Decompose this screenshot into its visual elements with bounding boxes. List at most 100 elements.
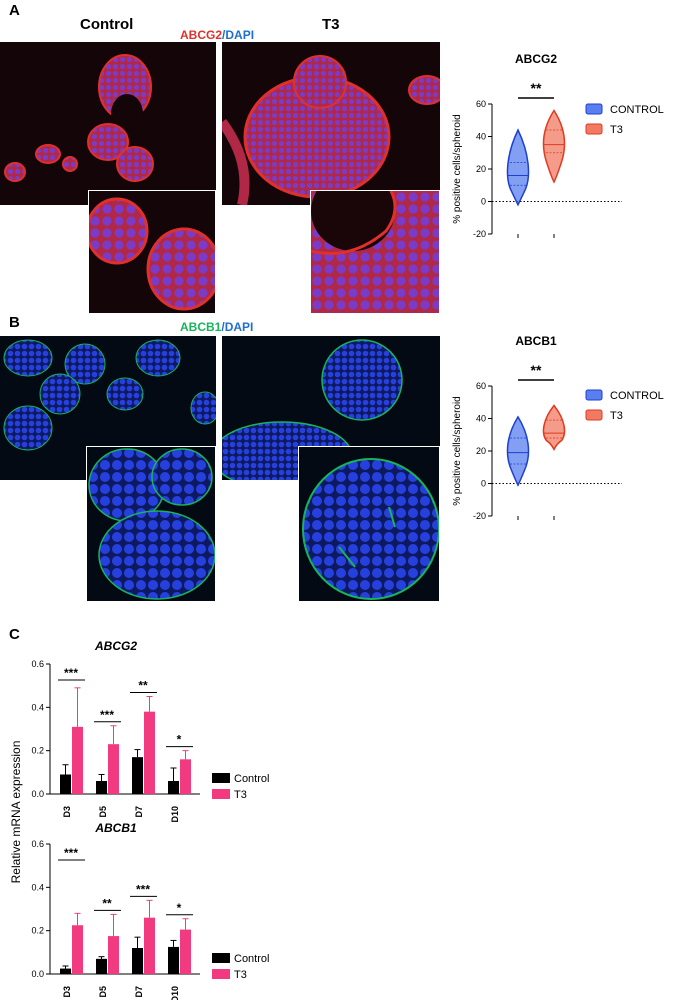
legend-swatch-t3 <box>212 789 230 799</box>
legend-swatch-t3 <box>585 123 603 135</box>
legend-label-control: Control <box>234 773 269 785</box>
violin-chart-abcg2: ABCG2 % positive cells/spheroid -20 0 20 40 6… <box>452 52 664 239</box>
legend-label-control: CONTROL <box>610 104 664 116</box>
legend-label-t3: T3 <box>610 124 623 136</box>
stain-separator: / <box>221 320 225 334</box>
y-tick-label: 0.4 <box>31 882 44 892</box>
bar-t3 <box>72 925 83 974</box>
y-tick-label: -20 <box>473 511 486 521</box>
bar-control <box>96 781 107 794</box>
bar-t3 <box>144 711 155 794</box>
x-tick-label: D3 <box>62 986 72 998</box>
column-title-control: Control <box>80 16 134 33</box>
violin-plot-area: % positive cells/spheroid -20 0 20 40 60 ** <box>452 362 622 521</box>
significance-stars: *** <box>64 846 78 860</box>
significance-stars: ** <box>138 679 148 693</box>
stain-marker-abcb1: ABCB1 <box>180 320 222 334</box>
bar-control <box>132 757 143 794</box>
micrograph-abcg2-t3 <box>222 42 440 205</box>
bar-control <box>60 968 71 974</box>
y-tick-label: 0.2 <box>31 746 44 756</box>
significance-stars: *** <box>136 882 150 896</box>
significance-stars: * <box>177 901 182 915</box>
x-tick-label: D7 <box>134 986 144 998</box>
significance-stars: ** <box>531 80 542 96</box>
y-tick-label: 20 <box>476 164 486 174</box>
bar-t3 <box>108 936 119 974</box>
y-axis-label: Relative mRNA expression <box>9 741 23 884</box>
y-axis-label: % positive cells/spheroid <box>452 396 463 506</box>
chart-title-abcb1: ABCB1 <box>94 821 137 835</box>
y-axis-label: % positive cells/spheroid <box>452 114 463 224</box>
stain-marker-abcg2: ABCG2 <box>180 28 223 42</box>
micrograph-abcb1-t3-zoom <box>298 446 440 602</box>
bar-t3 <box>180 929 191 974</box>
violin-control <box>506 128 530 207</box>
bar-control <box>168 781 179 794</box>
bar-charts-mrna: Relative mRNA expression ABCG2 0.0 0.2 0.4… <box>9 639 200 1000</box>
y-tick-label: 0.6 <box>31 839 44 849</box>
bar-plot-abcb1: 0.0 0.2 0.4 0.6 D3 *** D5 ** D7 *** D10 * <box>31 839 200 1000</box>
chart-legend: CONTROL T3 <box>585 389 664 422</box>
micrograph-abcg2-control-zoom <box>88 190 216 314</box>
y-tick-label: 0 <box>481 479 486 489</box>
violin-plot-area: % positive cells/spheroid -20 0 20 40 60 ** <box>452 80 622 239</box>
legend-bar-abcg2: Control T3 <box>212 773 269 801</box>
bar-plot-abcg2: 0.0 0.2 0.4 0.6 D3 *** D5 *** D7 ** D10 * <box>31 659 200 823</box>
bar-control <box>60 774 71 794</box>
bar-t3 <box>144 917 155 974</box>
significance-stars: ** <box>102 896 112 910</box>
y-tick-label: 0 <box>481 197 486 207</box>
stain-dapi: DAPI <box>225 28 255 42</box>
panel-letter-c: C <box>9 626 20 643</box>
x-tick-label: D10 <box>170 986 180 1000</box>
y-tick-label: 0.0 <box>31 789 44 799</box>
bar-t3 <box>72 726 83 794</box>
chart-title: ABCG2 <box>515 52 557 66</box>
legend-label-control: CONTROL <box>610 390 664 402</box>
legend-label-t3: T3 <box>610 410 623 422</box>
micrograph-abcg2-t3-zoom <box>310 190 440 314</box>
legend-swatch-control <box>212 773 230 783</box>
column-title-t3: T3 <box>322 16 340 33</box>
stain-dapi: DAPI <box>224 320 254 334</box>
x-tick-label: D7 <box>134 806 144 818</box>
y-tick-label: 60 <box>476 381 486 391</box>
violin-t3 <box>542 109 566 184</box>
y-tick-label: 40 <box>476 414 486 424</box>
bar-t3 <box>180 759 191 794</box>
violin-control <box>506 415 530 487</box>
legend-label-t3: T3 <box>234 969 247 981</box>
legend-bar-abcb1: Control T3 <box>212 953 269 981</box>
bar-control <box>168 946 179 974</box>
x-tick-label: D5 <box>98 806 108 818</box>
significance-stars: * <box>177 733 182 747</box>
x-tick-label: D10 <box>170 806 180 823</box>
stain-separator: / <box>222 28 226 42</box>
y-tick-label: 40 <box>476 132 486 142</box>
bar-t3 <box>108 744 119 794</box>
stain-label-a: ABCG2/DAPI <box>180 28 254 42</box>
legend-swatch-t3 <box>212 969 230 979</box>
x-tick-label: D5 <box>98 986 108 998</box>
x-tick-label: D3 <box>62 806 72 818</box>
y-tick-label: 0.2 <box>31 926 44 936</box>
legend-swatch-control <box>585 103 603 115</box>
legend-label-t3: T3 <box>234 789 247 801</box>
chart-legend: CONTROL T3 <box>585 103 664 136</box>
panel-letter-b: B <box>9 314 20 331</box>
legend-swatch-control <box>212 953 230 963</box>
significance-stars: *** <box>64 666 78 680</box>
y-tick-label: 0.4 <box>31 702 44 712</box>
chart-title: ABCB1 <box>515 334 557 348</box>
y-tick-label: 0.6 <box>31 659 44 669</box>
y-tick-label: 0.0 <box>31 969 44 979</box>
significance-stars: *** <box>100 708 114 722</box>
panel-letter-a: A <box>9 2 20 19</box>
violin-t3 <box>542 404 566 452</box>
legend-swatch-control <box>585 389 603 401</box>
bar-control <box>132 948 143 974</box>
micrograph-abcg2-control <box>0 42 216 205</box>
legend-label-control: Control <box>234 953 269 965</box>
y-tick-label: 20 <box>476 446 486 456</box>
